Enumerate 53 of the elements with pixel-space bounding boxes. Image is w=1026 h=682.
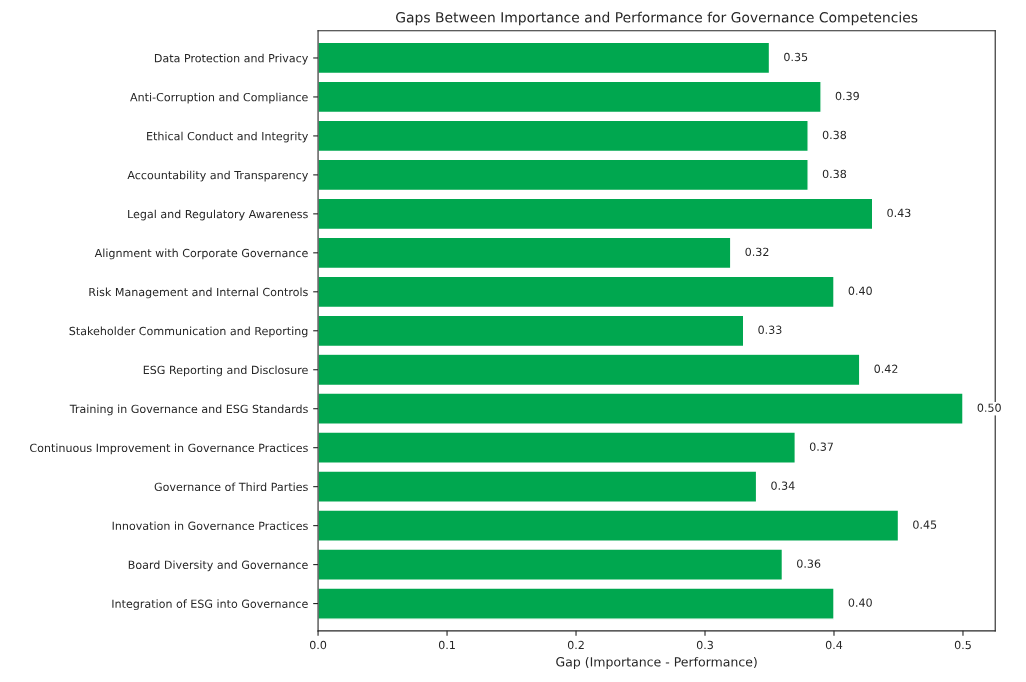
data-label: 0.50	[977, 403, 1001, 412]
y-tick-label: Board Diversity and Governance	[128, 560, 308, 572]
x-tick-label: 0.3	[696, 640, 713, 650]
data-label: 0.40	[848, 598, 872, 607]
y-tick-label: Integration of ESG into Governance	[112, 599, 308, 611]
y-tick-label: Legal and Regulatory Awareness	[128, 209, 308, 221]
bar	[318, 509, 900, 542]
data-label: 0.38	[822, 130, 847, 140]
bar	[318, 548, 784, 581]
y-tick-label: Anti-Corruption and Compliance	[130, 92, 308, 104]
bar	[318, 470, 758, 503]
x-tick-label: 0.0	[309, 640, 327, 650]
y-tick-label: Data Protection and Privacy	[154, 53, 309, 65]
bar	[318, 236, 732, 270]
bar	[318, 41, 771, 75]
bar	[318, 119, 809, 153]
bar	[318, 314, 745, 348]
data-label: 0.33	[758, 325, 782, 334]
data-label: 0.39	[835, 91, 859, 101]
bar	[318, 158, 809, 192]
x-tick-label: 0.1	[438, 640, 455, 650]
bar	[318, 353, 861, 387]
bar	[318, 275, 835, 309]
data-label: 0.32	[745, 247, 769, 257]
y-tick-label: Stakeholder Communication and Reporting	[69, 326, 308, 338]
x-axis-title: Gap (Importance - Performance)	[556, 656, 757, 669]
bar	[318, 431, 796, 464]
y-tick-label: Alignment with Corporate Governance	[94, 248, 308, 260]
data-label: 0.43	[887, 208, 911, 218]
y-tick-label: Continuous Improvement in Governance Practices	[30, 443, 308, 455]
x-tick-label: 0.5	[954, 640, 971, 650]
data-label: 0.37	[809, 442, 833, 451]
data-label: 0.40	[848, 286, 872, 296]
bar	[318, 392, 964, 425]
y-tick-label: Training in Governance and ESG Standards	[69, 404, 308, 416]
data-label: 0.38	[822, 169, 847, 179]
y-tick-label: Governance of Third Parties	[154, 482, 308, 492]
bar	[318, 197, 874, 231]
y-tick-label: Risk Management and Internal Controls	[89, 287, 308, 299]
y-tick-label: Innovation in Governance Practices	[112, 521, 308, 531]
x-tick-label: 0.4	[825, 640, 843, 650]
data-label: 0.42	[874, 364, 898, 373]
data-label: 0.36	[797, 559, 821, 568]
y-tick-label: Accountability and Transparency	[127, 170, 309, 182]
y-tick-label: ESG Reporting and Disclosure	[143, 365, 308, 377]
chart-title: Gaps Between Importance and Performance for Governance Competencies	[396, 11, 918, 26]
data-label: 0.35	[784, 52, 808, 62]
bar	[318, 587, 835, 620]
data-label: 0.45	[913, 520, 937, 529]
data-label: 0.34	[771, 481, 795, 490]
bar	[318, 80, 822, 114]
x-tick-label: 0.2	[567, 640, 584, 650]
y-tick-label: Ethical Conduct and Integrity	[147, 131, 309, 143]
